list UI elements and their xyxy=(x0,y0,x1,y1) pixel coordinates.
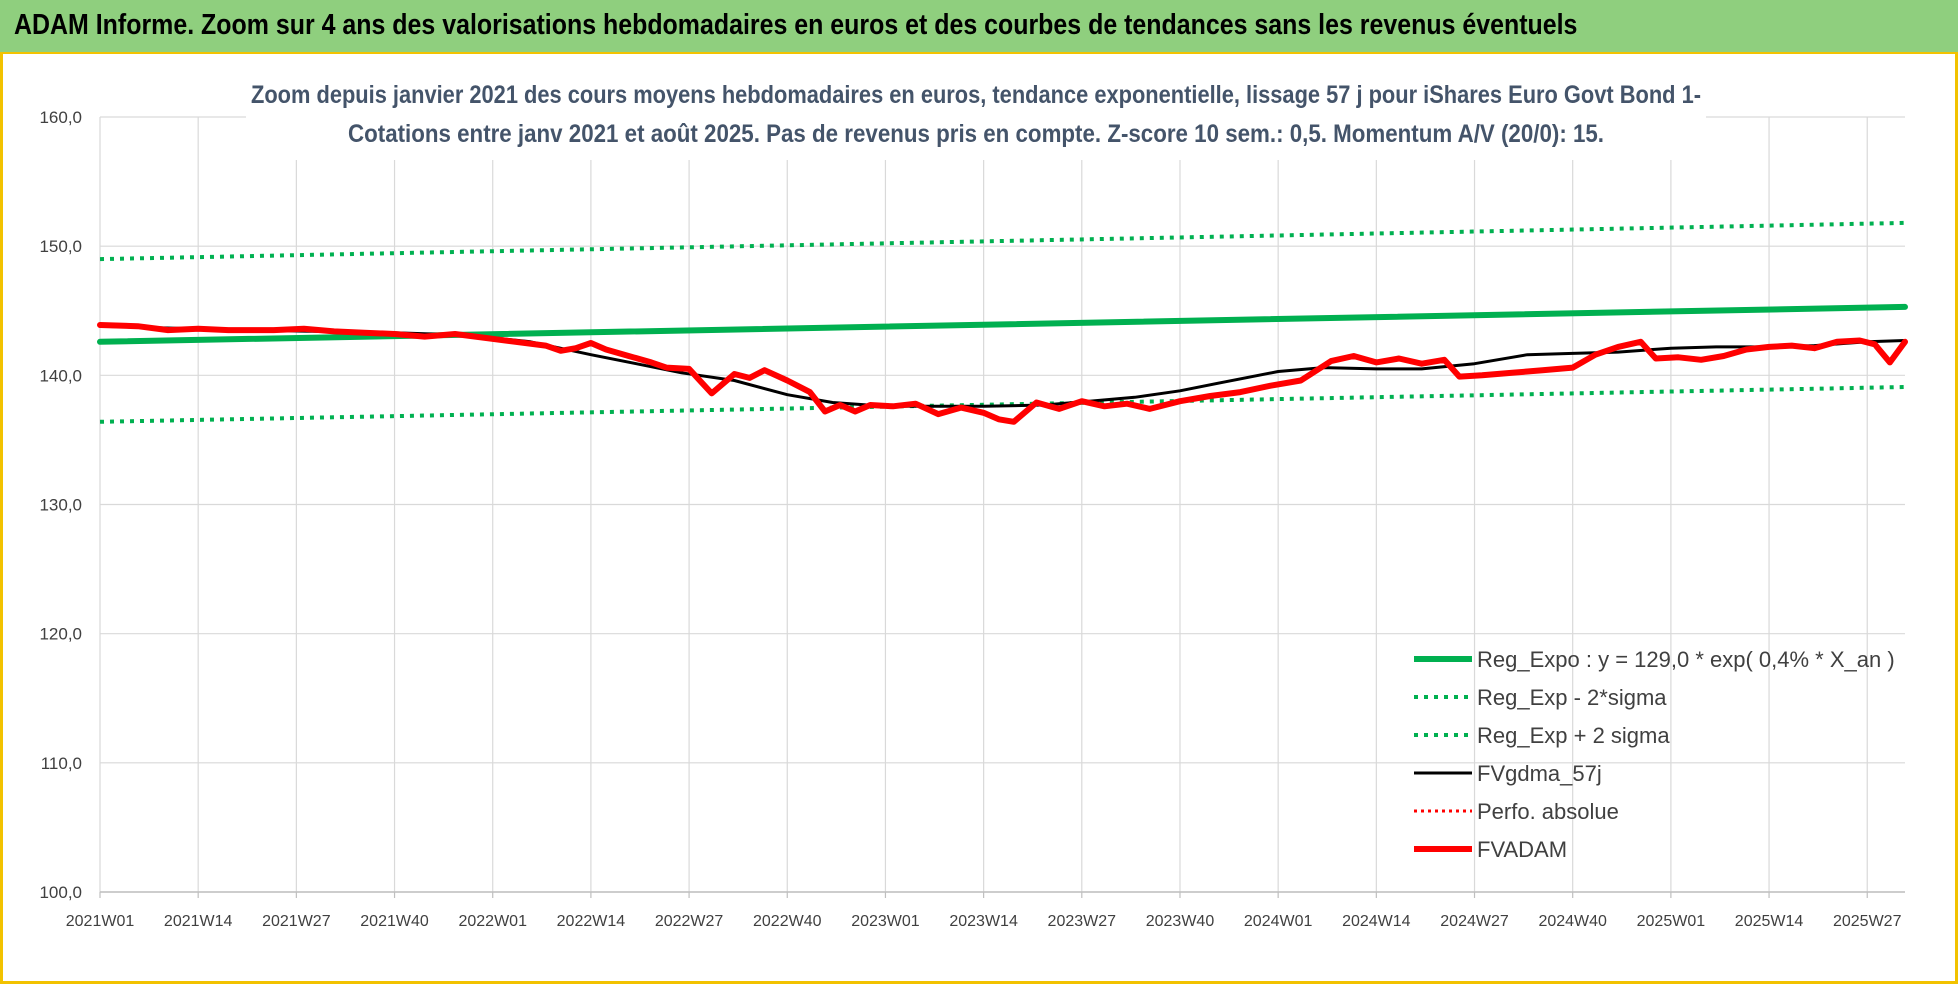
x-tick-label: 2025W14 xyxy=(1735,913,1804,930)
legend-label-2: Reg_Exp + 2 sigma xyxy=(1477,723,1670,748)
series-line-5 xyxy=(97,322,1908,425)
x-tick-label: 2022W14 xyxy=(557,913,626,930)
chart-title: Zoom depuis janvier 2021 des cours moyen… xyxy=(246,74,1706,160)
y-tick-label: 130,0 xyxy=(39,496,82,515)
x-tick-label: 2021W40 xyxy=(360,913,429,930)
x-tick-label: 2022W40 xyxy=(753,913,822,930)
series-lines xyxy=(97,220,1908,425)
x-tick-label: 2023W01 xyxy=(851,913,920,930)
series-line-2 xyxy=(99,220,1906,262)
x-tick-label: 2022W01 xyxy=(458,913,527,930)
x-tick-label: 2024W14 xyxy=(1342,913,1411,930)
chart-title-line-1: Zoom depuis janvier 2021 des cours moyen… xyxy=(251,81,1701,109)
legend-label-0: Reg_Expo : y = 129,0 * exp( 0,4% * X_an … xyxy=(1477,647,1895,672)
y-tick-label: 160,0 xyxy=(39,108,82,127)
legend-label-5: FVADAM xyxy=(1477,837,1567,862)
x-tick-label: 2021W01 xyxy=(66,913,135,930)
series-line-0 xyxy=(97,303,1908,345)
x-tick-label: 2024W01 xyxy=(1244,913,1313,930)
chart-title-line-2: Cotations entre janv 2021 et août 2025. … xyxy=(348,120,1604,148)
legend-label-1: Reg_Exp - 2*sigma xyxy=(1477,685,1667,710)
x-tick-label: 2023W40 xyxy=(1146,913,1215,930)
gridlines xyxy=(99,116,1905,893)
legend: Reg_Expo : y = 129,0 * exp( 0,4% * X_an … xyxy=(1414,647,1895,862)
x-tick-label: 2022W27 xyxy=(655,913,724,930)
legend-label-4: Perfo. absolue xyxy=(1477,799,1619,824)
x-axis: 2021W01 2021W14 2021W27 2021W40 2022W01 2022W… xyxy=(66,891,1905,930)
banner-title: ADAM Informe. Zoom sur 4 ans des valoris… xyxy=(14,9,1578,41)
legend-label-3: FVgdma_57j xyxy=(1477,761,1602,786)
y-tick-label: 110,0 xyxy=(41,754,82,773)
x-tick-label: 2025W01 xyxy=(1637,913,1706,930)
y-tick-label: 120,0 xyxy=(39,625,82,644)
y-tick-label: 100,0 xyxy=(39,883,82,902)
x-tick-label: 2024W27 xyxy=(1440,913,1509,930)
y-axis: 100,0 110,0 120,0 130,0 140,0 150,0 160,0 xyxy=(39,108,82,902)
chart-frame xyxy=(0,54,1958,984)
x-tick-label: 2021W14 xyxy=(164,913,233,930)
y-tick-label: 150,0 xyxy=(39,237,82,256)
x-tick-label: 2024W40 xyxy=(1538,913,1607,930)
x-tick-label: 2023W14 xyxy=(949,913,1018,930)
x-tick-label: 2023W27 xyxy=(1048,913,1117,930)
header-banner: ADAM Informe. Zoom sur 4 ans des valoris… xyxy=(0,0,1958,54)
chart-title-background xyxy=(246,74,1706,160)
series-line-3 xyxy=(98,324,1907,408)
y-tick-label: 140,0 xyxy=(39,366,82,385)
x-tick-label: 2021W27 xyxy=(262,913,331,930)
x-tick-label: 2025W27 xyxy=(1833,913,1902,930)
